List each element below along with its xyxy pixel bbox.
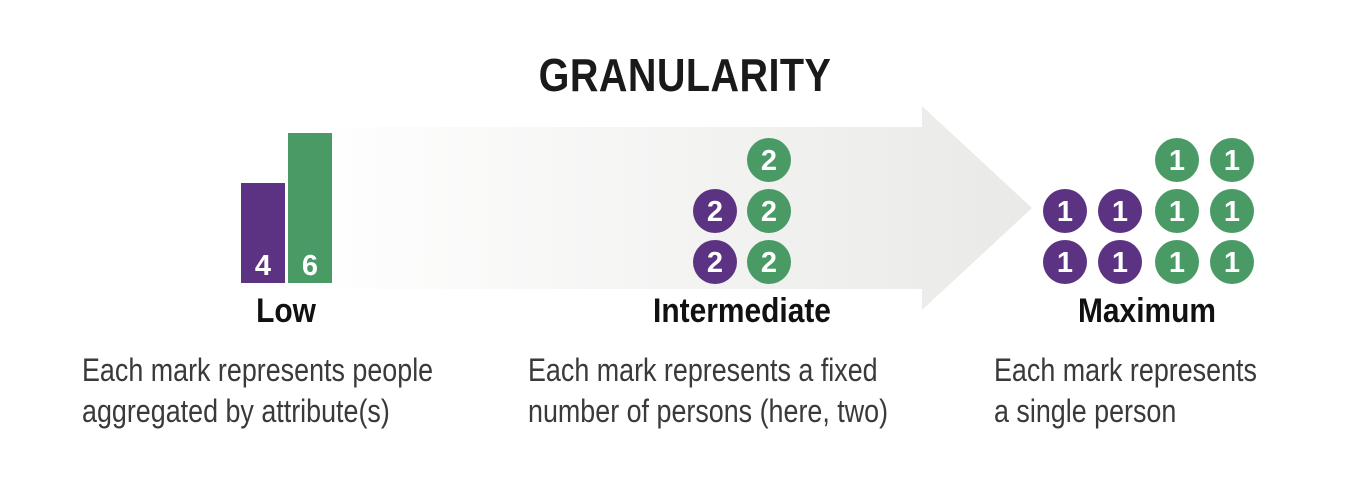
mark-value-label: 1: [1112, 196, 1128, 228]
description-maximum-line-1: Each mark represents: [994, 352, 1257, 388]
description-intermediate: Each mark represents a fixed number of p…: [528, 350, 888, 432]
mark-green: [747, 240, 791, 284]
mark-value-label: 1: [1224, 196, 1240, 228]
mark-purple: [1098, 189, 1142, 233]
mark-value-label: 2: [707, 247, 723, 279]
description-low-line-1: Each mark represents people: [82, 352, 434, 388]
description-intermediate-line-1: Each mark represents a fixed: [528, 352, 878, 388]
bar-value-label: 4: [255, 250, 271, 282]
bar-green: [288, 133, 332, 283]
mark-green: [1210, 240, 1254, 284]
mark-purple: [1098, 240, 1142, 284]
level-label-maximum: Maximum: [1077, 292, 1216, 330]
mark-green: [1155, 138, 1199, 182]
mark-green: [1155, 189, 1199, 233]
intermediate-marks: 2 2 2 2 2: [693, 138, 791, 284]
mark-value-label: 1: [1169, 247, 1185, 279]
diagram-title: GRANULARITY: [538, 49, 832, 101]
level-label-low: Low: [256, 292, 316, 330]
mark-purple: [693, 240, 737, 284]
mark-purple: [693, 189, 737, 233]
mark-value-label: 1: [1169, 196, 1185, 228]
granularity-arrow: [300, 106, 1032, 310]
description-maximum-line-2: a single person: [994, 393, 1177, 429]
mark-green: [1210, 189, 1254, 233]
mark-purple: [1043, 240, 1087, 284]
bar-value-label: 6: [302, 250, 318, 282]
mark-value-label: 2: [761, 196, 777, 228]
description-low: Each mark represents people aggregated b…: [82, 350, 433, 432]
mark-value-label: 1: [1112, 247, 1128, 279]
mark-value-label: 1: [1224, 145, 1240, 177]
mark-green: [1155, 240, 1199, 284]
mark-value-label: 1: [1224, 247, 1240, 279]
description-low-line-2: aggregated by attribute(s): [82, 393, 390, 429]
maximum-marks: 1 1 1 1 1 1 1 1 1 1: [1043, 138, 1254, 284]
mark-value-label: 2: [707, 196, 723, 228]
mark-green: [747, 189, 791, 233]
description-intermediate-line-2: number of persons (here, two): [528, 393, 889, 429]
mark-value-label: 1: [1057, 196, 1073, 228]
mark-value-label: 1: [1057, 247, 1073, 279]
mark-green: [1210, 138, 1254, 182]
level-label-intermediate: Intermediate: [653, 292, 831, 330]
mark-green: [747, 138, 791, 182]
mark-value-label: 2: [761, 145, 777, 177]
description-maximum: Each mark represents a single person: [994, 350, 1257, 432]
bar-purple: [241, 183, 285, 283]
mark-purple: [1043, 189, 1087, 233]
mark-value-label: 2: [761, 247, 777, 279]
mark-value-label: 1: [1169, 145, 1185, 177]
